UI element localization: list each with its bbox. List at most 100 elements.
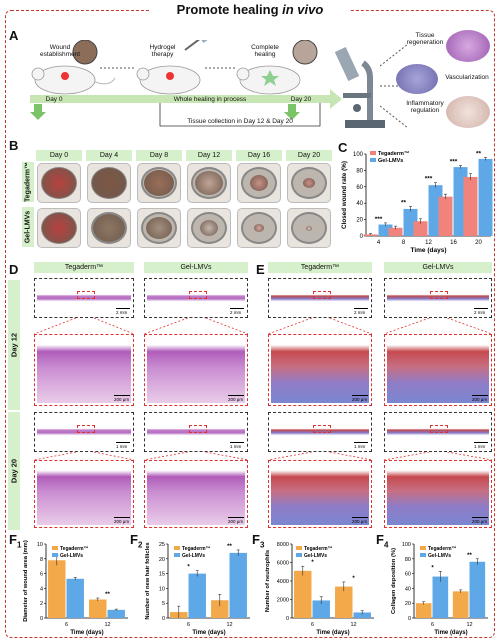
wound-photo-r0-d3 xyxy=(187,163,231,203)
y-tick-label: 0 xyxy=(360,234,364,240)
y-tick-label: 20 xyxy=(356,218,363,224)
day0-down-arrow xyxy=(30,104,46,120)
label-day20: Day 20 xyxy=(290,96,312,103)
day-header-0: Day 0 xyxy=(36,150,82,161)
label-vascularization: Vascularization xyxy=(445,74,489,81)
x-tick-label: 12 xyxy=(350,622,356,628)
bar-tegaderm xyxy=(335,586,353,618)
x-tick-label: 8 xyxy=(402,240,406,246)
panel-label-b: B xyxy=(9,138,19,153)
scale-bar-overview: 2 mm xyxy=(116,308,130,315)
y-tick-label: 40 xyxy=(405,586,411,592)
y-tick-label: 60 xyxy=(356,185,363,191)
overview-section-r0-c0: 2 mm xyxy=(34,278,134,318)
bar-gel xyxy=(432,576,449,618)
bar-tegaderm xyxy=(438,196,453,236)
y-tick-label: 10 xyxy=(159,586,165,592)
panel-label-f1: F1 xyxy=(9,532,22,550)
y-tick-label: 8000 xyxy=(277,542,289,548)
y-tick-label: 80 xyxy=(405,557,411,563)
legend-label: Gel-LMVs xyxy=(378,158,403,164)
x-tick-label: 16 xyxy=(450,240,457,246)
d-header-tegaderm: Tegaderm™ xyxy=(34,262,134,273)
bar-tegaderm xyxy=(388,227,403,236)
panel-label-d: D xyxy=(9,262,19,277)
y-tick-label: 4 xyxy=(40,586,43,592)
bar-gel xyxy=(469,561,486,618)
y-tick-label: 8 xyxy=(40,557,43,563)
overview-section-r1-c2: 1 mm xyxy=(268,412,372,452)
detail-section-r1-c0: 200 μm xyxy=(34,460,134,528)
x-tick-label: 6 xyxy=(311,622,314,628)
bar-gel xyxy=(188,573,206,618)
row-label-tegaderm: Tegaderm™ xyxy=(22,162,34,202)
x-tick-label: 12 xyxy=(466,622,472,628)
y-tick-label: 6 xyxy=(40,572,43,578)
y-tick-label: 25 xyxy=(159,542,165,548)
day-header-5: Day 20 xyxy=(286,150,332,161)
e-header-gel: Gel-LMVs xyxy=(384,262,492,273)
mouse-3 xyxy=(236,65,301,95)
significance-label: * xyxy=(311,560,314,566)
detail-section-r0-c3: 200 μm xyxy=(384,334,492,406)
chart-f1: 0 2 4 6 8 10 6 12 ** Time (days) Diameter of wound… xyxy=(23,540,128,636)
mouse-1 xyxy=(31,65,116,95)
y-tick-label: 2 xyxy=(40,601,43,607)
y-tick-label: 40 xyxy=(356,201,363,207)
bar-gel xyxy=(353,612,371,618)
significance-label: * xyxy=(352,576,355,582)
bar-tegaderm xyxy=(294,570,312,618)
label-collection: Tissue collection in Day 12 & Day 20 xyxy=(187,118,293,125)
scale-bar-overview: 2 mm xyxy=(230,308,244,315)
overview-section-r0-c2: 2 mm xyxy=(268,278,372,318)
d-header-gel: Gel-LMVs xyxy=(144,262,248,273)
x-axis-label: Time (days) xyxy=(316,630,349,636)
x-tick-label: 12 xyxy=(425,240,432,246)
x-tick-label: 6 xyxy=(187,622,190,628)
day-header-3: Day 12 xyxy=(186,150,232,161)
zoom-connector xyxy=(144,318,248,334)
panel-label-e: E xyxy=(256,262,265,277)
y-axis-label: Number of neutrophils xyxy=(265,550,271,612)
significance-label: ** xyxy=(476,150,482,157)
significance-label: *** xyxy=(425,176,433,183)
scale-bar-overview: 1 mm xyxy=(230,442,244,449)
y-tick-label: 10 xyxy=(37,542,43,548)
y-tick-label: 20 xyxy=(159,557,165,563)
x-axis-label: Time (days) xyxy=(192,630,225,636)
bar-gel xyxy=(378,224,393,236)
detail-section-r1-c3: 200 μm xyxy=(384,460,492,528)
wound-photo-r1-d1 xyxy=(87,208,131,248)
scale-bar-overview: 2 mm xyxy=(354,308,368,315)
chart-c: 0 20 40 60 80 100 4 *** 8 ** 12 *** 16 *** 20 ** Time (d… xyxy=(341,150,493,254)
bar-tegaderm xyxy=(415,603,432,618)
y-axis-label: Closed wound rate (%) xyxy=(341,161,348,229)
legend-label: Tegaderm™ xyxy=(378,151,409,157)
scale-bar-detail: 200 μm xyxy=(472,517,488,524)
schematic-a xyxy=(30,40,342,127)
overview-section-r1-c3: 1 mm xyxy=(384,412,492,452)
x-tick-label: 6 xyxy=(65,622,68,628)
overview-section-r0-c3: 2 mm xyxy=(384,278,492,318)
wound-photo-r1-d2 xyxy=(137,208,181,248)
y-tick-label: 2000 xyxy=(277,598,289,604)
zoom-connector xyxy=(384,452,492,460)
mouse-2 xyxy=(136,40,219,95)
legend-label: Gel-LMVs xyxy=(304,553,327,559)
wound-photo-r1-d4 xyxy=(237,208,281,248)
label-tissue-regeneration: Tissue regeneration xyxy=(406,32,444,47)
overview-section-r1-c0: 1 mm xyxy=(34,412,134,452)
bar-gel xyxy=(107,609,125,618)
legend-label: Tegaderm™ xyxy=(304,546,333,552)
scale-bar-overview: 1 mm xyxy=(474,442,488,449)
wound-thumb-2 xyxy=(292,40,318,65)
label-complete-healing: Complete healing xyxy=(251,44,279,59)
bar-tegaderm xyxy=(211,600,229,618)
y-tick-label: 20 xyxy=(405,601,411,607)
zoom-connector xyxy=(268,452,372,460)
scale-bar-detail: 200 μm xyxy=(228,517,244,524)
label-inflammatory-regulation: Inflammatory regulation xyxy=(406,100,444,115)
y-tick-label: 0 xyxy=(162,616,165,622)
connector-lines xyxy=(380,43,408,129)
